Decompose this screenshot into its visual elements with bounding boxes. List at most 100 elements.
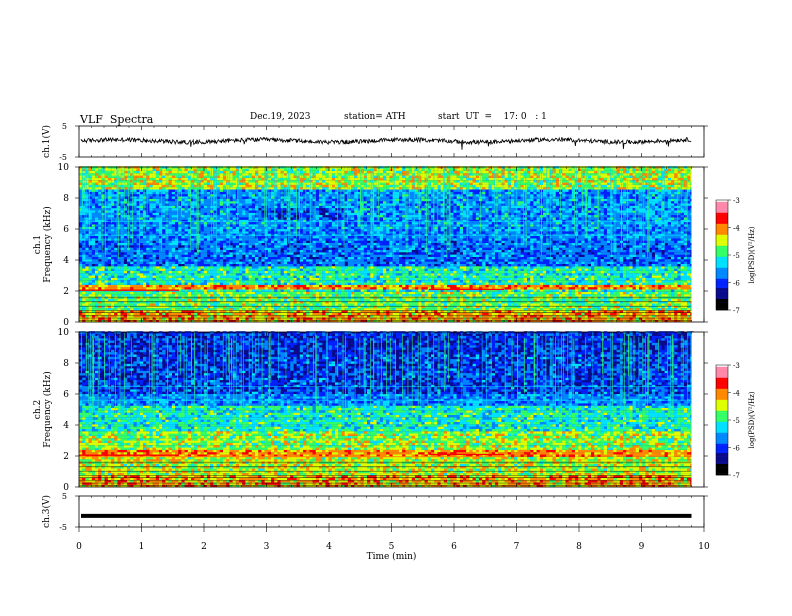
spectrogram-cell bbox=[130, 178, 133, 180]
spectrogram-cell bbox=[229, 276, 232, 278]
spectrogram-cell bbox=[146, 313, 149, 315]
spectrogram-cell bbox=[185, 208, 188, 210]
spectrogram-cell bbox=[101, 285, 104, 287]
spectrogram-cell bbox=[169, 280, 172, 282]
spectrogram-cell bbox=[300, 243, 303, 245]
spectrogram-cell bbox=[313, 196, 316, 198]
spectrogram-cell bbox=[290, 213, 293, 215]
spectrogram-cell bbox=[111, 231, 114, 233]
spectrogram-cell bbox=[191, 292, 194, 294]
spectrogram-cell bbox=[204, 245, 207, 247]
spectrogram-cell bbox=[261, 271, 264, 273]
spectrogram-cell bbox=[252, 278, 255, 280]
spectrogram-cell bbox=[185, 203, 188, 205]
spectrogram-cell bbox=[130, 266, 133, 268]
spectrogram-cell bbox=[149, 180, 152, 182]
spectrogram-cell bbox=[79, 262, 82, 264]
spectrogram-cell bbox=[220, 287, 223, 289]
spectrogram-cell bbox=[204, 269, 207, 271]
spectrogram-cell bbox=[108, 180, 111, 182]
spectrogram-cell bbox=[124, 220, 127, 222]
spectrogram-cell bbox=[245, 306, 248, 308]
spectrogram-cell bbox=[146, 178, 149, 180]
spectrogram-cell bbox=[303, 245, 306, 247]
spectrogram-cell bbox=[290, 257, 293, 259]
spectrogram-cell bbox=[204, 250, 207, 252]
spectrogram-cell bbox=[156, 299, 159, 301]
spectrogram-cell bbox=[265, 301, 268, 303]
spectrogram-cell bbox=[207, 224, 210, 226]
spectrogram-cell bbox=[313, 296, 316, 298]
spectrogram-cell bbox=[197, 285, 200, 287]
spectrogram-cell bbox=[89, 250, 92, 252]
spectrogram-cell bbox=[89, 287, 92, 289]
spectrogram-cell bbox=[287, 296, 290, 298]
spectrogram-cell bbox=[130, 252, 133, 254]
spectrogram-cell bbox=[178, 294, 181, 296]
spectrogram-cell bbox=[277, 185, 280, 187]
spectrogram-cell bbox=[213, 283, 216, 285]
spectrogram-cell bbox=[169, 255, 172, 257]
spectrogram-cell bbox=[239, 283, 242, 285]
spectrogram-cell bbox=[217, 178, 220, 180]
spectrogram-cell bbox=[108, 313, 111, 315]
spectrogram-cell bbox=[124, 245, 127, 247]
spectrogram-cell bbox=[82, 292, 85, 294]
spectrogram-cell bbox=[172, 183, 175, 185]
spectrogram-cell bbox=[210, 259, 213, 261]
spectrogram-cell bbox=[130, 262, 133, 264]
spectrogram-cell bbox=[92, 194, 95, 196]
spectrogram-cell bbox=[201, 201, 204, 203]
spectrogram-cell bbox=[140, 296, 143, 298]
spectrogram-cell bbox=[268, 238, 271, 240]
spectrogram-cell bbox=[207, 208, 210, 210]
spectrogram-cell bbox=[297, 299, 300, 301]
spectrogram-cell bbox=[258, 236, 261, 238]
spectrogram-cell bbox=[242, 287, 245, 289]
spectrogram-cell bbox=[143, 222, 146, 224]
spectrogram-cell bbox=[197, 276, 200, 278]
spectrogram-cell bbox=[268, 236, 271, 238]
spectrogram-cell bbox=[127, 283, 130, 285]
spectrogram-cell bbox=[108, 264, 111, 266]
spectrogram-cell bbox=[101, 255, 104, 257]
spectrogram-cell bbox=[197, 183, 200, 185]
spectrogram-cell bbox=[194, 285, 197, 287]
spectrogram-cell bbox=[130, 192, 133, 194]
spectrogram-cell bbox=[121, 264, 124, 266]
spectrogram-cell bbox=[197, 289, 200, 291]
spectrogram-cell bbox=[258, 306, 261, 308]
spectrogram-cell bbox=[245, 255, 248, 257]
spectrogram-cell bbox=[287, 269, 290, 271]
spectrogram-cell bbox=[101, 287, 104, 289]
spectrogram-cell bbox=[223, 187, 226, 189]
spectrogram-cell bbox=[169, 238, 172, 240]
spectrogram-cell bbox=[258, 190, 261, 192]
spectrogram-cell bbox=[207, 194, 210, 196]
spectrogram-cell bbox=[287, 278, 290, 280]
spectrogram-cell bbox=[108, 255, 111, 257]
spectrogram-cell bbox=[207, 294, 210, 296]
spectrogram-cell bbox=[252, 236, 255, 238]
spectrogram-cell bbox=[85, 220, 88, 222]
spectrogram-cell bbox=[79, 210, 82, 212]
spectrogram-cell bbox=[204, 292, 207, 294]
spectrogram-cell bbox=[146, 190, 149, 192]
spectrogram-cell bbox=[252, 315, 255, 317]
spectrogram-cell bbox=[245, 292, 248, 294]
spectrogram-cell bbox=[108, 192, 111, 194]
spectrogram-cell bbox=[281, 285, 284, 287]
spectrogram-cell bbox=[306, 285, 309, 287]
spectrogram-cell bbox=[245, 245, 248, 247]
spectrogram-cell bbox=[98, 208, 101, 210]
spectrogram-cell bbox=[249, 271, 252, 273]
spectrogram-cell bbox=[245, 283, 248, 285]
spectrogram-cell bbox=[92, 169, 95, 171]
spectrogram-cell bbox=[140, 303, 143, 305]
spectrogram-cell bbox=[287, 280, 290, 282]
spectrogram-cell bbox=[297, 283, 300, 285]
spectrogram-cell bbox=[159, 252, 162, 254]
spectrogram-cell bbox=[162, 317, 165, 319]
spectrogram-cell bbox=[169, 185, 172, 187]
spectrogram-cell bbox=[162, 245, 165, 247]
